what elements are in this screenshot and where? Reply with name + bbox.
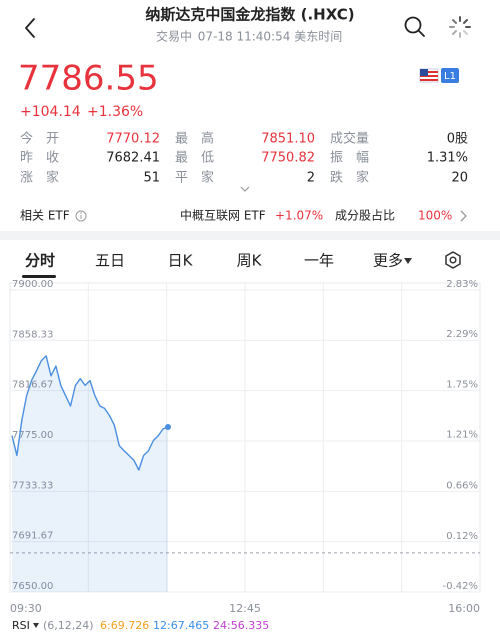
- etf-share: 100%: [418, 209, 452, 223]
- stat-value: 2: [307, 171, 315, 186]
- last-price: 7786.55: [18, 59, 159, 99]
- tab[interactable]: 分时: [25, 252, 55, 270]
- y-tick-label: 7775.00: [12, 430, 53, 441]
- stat-value: 20: [451, 171, 468, 186]
- separator: [0, 231, 500, 240]
- back-button[interactable]: [25, 18, 35, 38]
- stat-label: 振幅: [330, 151, 369, 166]
- rsi-caret[interactable]: [33, 623, 39, 628]
- rsi-value: 12:67.465: [153, 619, 209, 632]
- tab-bar: 分时 五日 日K 周K 一年 更多: [25, 252, 403, 270]
- rsi-value: 6:69.726: [100, 619, 149, 632]
- y2-tick-label: 1.21%: [446, 430, 478, 441]
- x-tick-label: 09:30: [10, 602, 42, 615]
- etf-share-label: 成分股占比: [335, 208, 395, 223]
- y-tick-label: 7691.67: [12, 531, 53, 542]
- loading-icon: [449, 16, 471, 38]
- tab[interactable]: 更多: [373, 252, 403, 270]
- price-change-percent: +1.36%: [87, 104, 143, 120]
- rsi-value: 24:56.335: [213, 619, 269, 632]
- stat-label: 最低: [175, 151, 214, 166]
- stat-label: 昨收: [20, 151, 59, 166]
- stat-value: 7770.12: [106, 132, 160, 147]
- stat-value: 1.31%: [427, 151, 468, 166]
- info-icon[interactable]: [75, 210, 87, 222]
- tab[interactable]: 五日: [95, 252, 125, 270]
- expand-chevron[interactable]: [240, 186, 250, 192]
- tab[interactable]: 周K: [237, 252, 263, 270]
- stat-value: 7750.82: [261, 151, 315, 166]
- y2-tick-label: 0.12%: [446, 531, 478, 542]
- stat-label: 平家: [175, 170, 214, 186]
- page-title: 纳斯达克中国金龙指数 (.HXC): [145, 6, 354, 24]
- stat-value: 7851.10: [261, 132, 315, 147]
- stat-value: 7682.41: [106, 151, 160, 166]
- etf-arrow[interactable]: [460, 210, 467, 222]
- x-tick-label: 12:45: [229, 602, 261, 615]
- x-tick-label: 16:00: [448, 602, 480, 615]
- y-tick-label: 7858.33: [12, 329, 53, 340]
- more-caret[interactable]: [404, 258, 412, 264]
- y2-tick-label: 0.66%: [446, 481, 478, 492]
- stat-value: 0股: [447, 132, 468, 147]
- tab-indicator: [22, 275, 56, 278]
- etf-change: +1.07%: [275, 209, 323, 223]
- price-line: [11, 355, 169, 471]
- tab[interactable]: 日K: [168, 252, 194, 270]
- stat-label: 成交量: [330, 131, 369, 147]
- y2-tick-label: -0.42%: [443, 581, 478, 592]
- trade-time: 07-18 11:40:54 美东时间: [198, 30, 342, 44]
- stat-value: 51: [143, 171, 160, 186]
- price-change: +104.14: [20, 104, 81, 120]
- stat-label: 涨家: [20, 170, 59, 186]
- last-price-dot: [165, 424, 171, 431]
- tab[interactable]: 一年: [304, 252, 334, 270]
- y2-tick-label: 2.29%: [446, 329, 478, 340]
- stat-label: 最高: [175, 131, 214, 147]
- y-tick-label: 7816.67: [12, 380, 53, 391]
- y2-tick-label: 1.75%: [446, 379, 478, 390]
- trade-status: 交易中: [156, 29, 192, 44]
- y-tick-label: 7650.00: [12, 581, 53, 592]
- etf-name[interactable]: 中概互联网 ETF: [180, 208, 266, 223]
- stat-label: 今开: [20, 131, 59, 147]
- y2-tick-label: 2.83%: [446, 279, 478, 290]
- us-flag: [419, 68, 439, 83]
- rsi-params: (6,12,24): [43, 619, 94, 632]
- etf-label: 相关 ETF: [20, 209, 70, 223]
- search-button[interactable]: [404, 16, 425, 37]
- y-tick-label: 7733.33: [12, 480, 53, 491]
- stat-label: 跌家: [330, 170, 369, 186]
- price-area: [12, 355, 168, 592]
- intraday-chart: 7900.00 7858.33 7816.67 7775.00 7733.33 7691.…: [9, 279, 481, 615]
- level-badge-bg: [441, 68, 459, 83]
- y-tick-label: 7900.00: [12, 279, 53, 290]
- level-badge: L1: [444, 71, 456, 82]
- settings-button[interactable]: [445, 251, 461, 269]
- rsi-row: RSI (6,12,24) 6:69.726 12:67.465 24:56.335: [12, 619, 269, 632]
- rsi-label[interactable]: RSI: [12, 619, 30, 632]
